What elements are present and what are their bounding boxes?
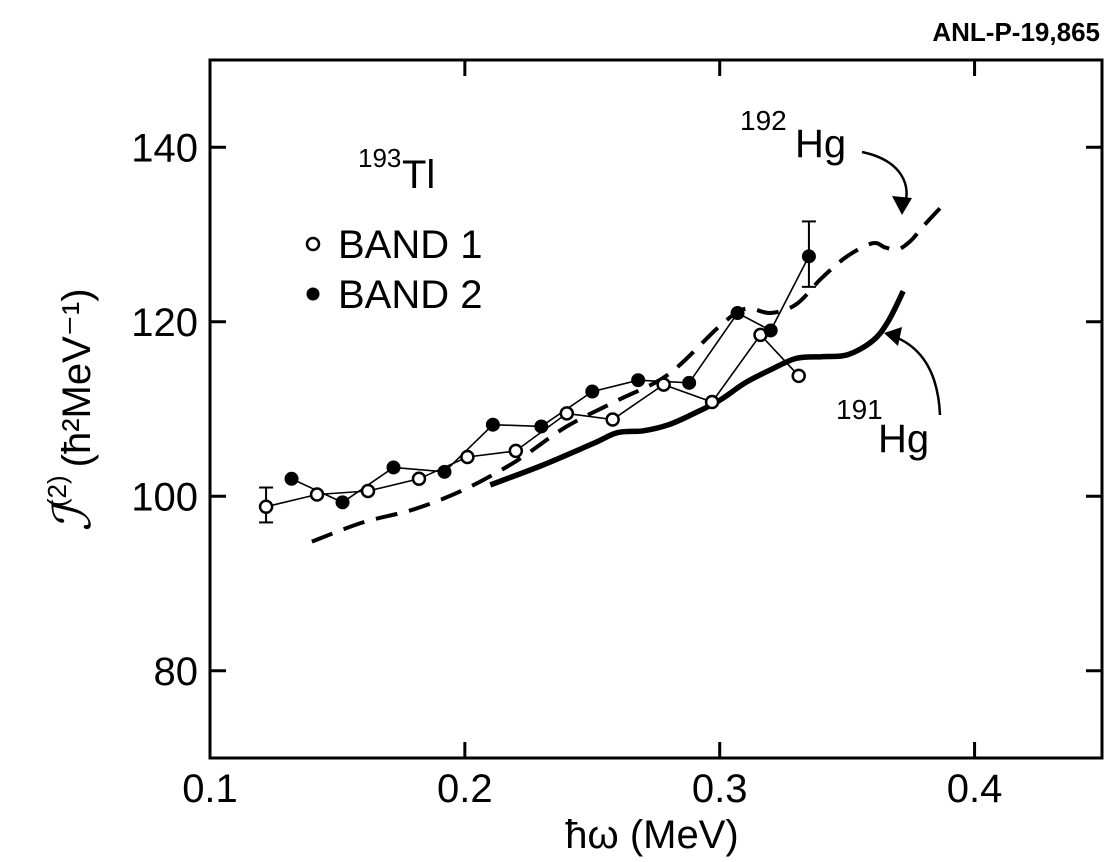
arrowhead-191hg-icon [884, 327, 902, 346]
data-point-band-1 [258, 499, 274, 514]
x-tick-label: 0.4 [947, 767, 1003, 811]
legend-label-band-2: BAND 2 [338, 273, 483, 317]
data-point-band-1 [508, 443, 524, 459]
data-point-band-2 [631, 373, 646, 388]
nucleus-mass: 193 [358, 143, 401, 173]
curve-label-191hg-element: Hg [878, 417, 929, 461]
data-point-band-1 [460, 449, 475, 465]
y-tick-label: 80 [154, 650, 199, 694]
data-point-band-1 [704, 394, 720, 410]
data-point-band-1 [360, 483, 376, 499]
svg-text:ℐ(2)(ħ²MeV⁻¹): ℐ(2)(ħ²MeV⁻¹) [42, 288, 102, 531]
data-point-band-2 [730, 306, 745, 321]
y-axis-title: ℐ(2)(ħ²MeV⁻¹) [42, 288, 102, 531]
series-line-191hg [489, 289, 906, 488]
open-circle-marker-icon [305, 236, 321, 252]
data-point-band-2 [437, 464, 452, 479]
data-point-band-2 [585, 384, 600, 399]
data-point-band-2 [485, 417, 500, 432]
curve-label-192hg-element: Hg [795, 122, 846, 166]
curve-label-191hg: 191 Hg [836, 327, 942, 461]
nucleus-element: Tl [402, 153, 435, 197]
data-point-band-2 [763, 323, 778, 338]
data-point-band-1 [559, 406, 575, 421]
pointer-arrow-191hg-icon [889, 333, 942, 416]
x-axis-title: ħω (MeV) [565, 813, 738, 857]
curve-label-192hg: 192 Hg [740, 105, 912, 215]
y-axis-superscript: (2) [42, 475, 72, 507]
legend-label-band-1: BAND 1 [338, 223, 483, 267]
data-point-band-2 [682, 375, 697, 390]
data-point-band-1 [656, 377, 671, 392]
data-point-band-1 [791, 368, 806, 384]
data-point-band-2 [335, 495, 350, 510]
x-tick-label: 0.1 [182, 767, 238, 811]
data-point-band-2 [284, 471, 299, 486]
data-point-band-1 [309, 487, 325, 502]
curve-label-192hg-mass: 192 [740, 105, 787, 136]
x-tick-label: 0.2 [437, 767, 493, 811]
report-id: ANL-P-19,865 [932, 17, 1100, 47]
axes: 0.1 0.2 0.3 0.4 80 100 120 140 [131, 60, 1102, 811]
y-axis-units: (ħ²MeV⁻¹) [55, 288, 99, 467]
y-tick-label: 140 [131, 126, 198, 170]
nucleus-label: 193 Tl [358, 143, 435, 197]
data-point-band-2 [801, 249, 816, 264]
data-point-band-1 [605, 412, 620, 427]
data-point-band-2 [534, 419, 549, 434]
data-point-band-1 [411, 471, 427, 487]
x-tick-label: 0.3 [692, 767, 748, 811]
curve-label-191hg-mass: 191 [836, 394, 883, 425]
data-point-band-2 [386, 460, 401, 475]
legend-entry-band-2: BAND 2 [306, 273, 483, 317]
series-line-band-1 [265, 333, 800, 508]
legend-entry-band-1: BAND 1 [305, 223, 483, 267]
arrowhead-192hg-icon [892, 196, 912, 215]
legend: BAND 1 BAND 2 [305, 223, 483, 317]
y-tick-label: 120 [131, 301, 198, 345]
y-tick-label: 100 [131, 475, 198, 519]
filled-circle-marker-icon [306, 287, 320, 301]
plot-frame [208, 58, 1104, 760]
series-markers [258, 220, 816, 524]
